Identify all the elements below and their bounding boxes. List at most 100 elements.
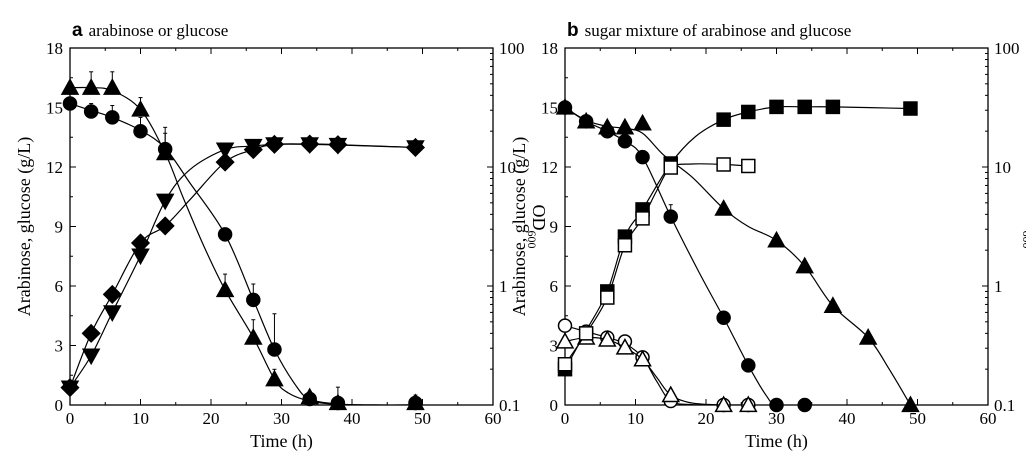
- plot-frame: [69, 47, 494, 406]
- y2-tick-label: 10: [994, 158, 1011, 177]
- y-tick-label: 0: [55, 396, 64, 415]
- chart-panel-b: b sugar mixture of arabinose and glucose 0…: [509, 20, 1026, 452]
- data-point-triangle-down: [300, 137, 319, 154]
- y-tick-label: 3: [55, 337, 64, 356]
- series-1: [555, 97, 920, 413]
- data-point-triangle-down: [155, 193, 175, 211]
- data-point-circle: [716, 310, 731, 325]
- x-tick-label: 50: [909, 409, 926, 428]
- data-point-triangle-up: [300, 387, 319, 405]
- data-point-triangle-up: [215, 280, 235, 298]
- data-point-triangle-up: [103, 78, 122, 95]
- data-point-triangle-down: [328, 137, 348, 155]
- y-tick-label: 12: [541, 158, 558, 177]
- data-point-circle: [769, 397, 784, 413]
- panel-title: a arabinose or glucose: [72, 20, 228, 41]
- data-point-circle: [217, 227, 233, 242]
- data-point-circle: [663, 209, 678, 224]
- data-point-triangle-up: [81, 78, 101, 95]
- data-point-triangle-up: [615, 337, 635, 355]
- series-curve: [70, 143, 416, 388]
- y-tick-label: 3: [550, 337, 559, 356]
- data-point-circle: [741, 358, 756, 373]
- data-point-triangle-up: [328, 393, 348, 411]
- data-point-square: [716, 157, 731, 172]
- data-point-diamond: [215, 152, 235, 172]
- data-point-triangle-up: [858, 328, 878, 345]
- series-curve: [70, 102, 416, 405]
- x-tick-label: 40: [344, 409, 361, 428]
- y2-axis-label-sub: 600: [525, 231, 539, 249]
- data-point-square: [578, 326, 594, 341]
- y2-axis-label: OD600: [1020, 205, 1026, 249]
- series-5: [557, 157, 756, 372]
- data-point-triangle-up: [265, 369, 284, 387]
- data-point-square: [741, 104, 756, 120]
- data-point-triangle-up: [767, 230, 786, 248]
- data-point-square: [635, 211, 650, 226]
- series-0: [557, 100, 812, 413]
- series-2: [60, 134, 426, 398]
- x-axis-label: Time (h): [250, 431, 313, 452]
- data-point-triangle-up: [633, 349, 652, 367]
- y-tick-label: 15: [541, 99, 558, 118]
- data-point-circle: [62, 96, 78, 111]
- data-point-triangle-up: [598, 117, 617, 135]
- data-point-circle: [83, 104, 99, 119]
- y-tick-label: 15: [46, 99, 63, 118]
- x-tick-label: 20: [698, 409, 715, 428]
- series-curve: [565, 105, 911, 370]
- y-axis-label: Arabinose, glucose (g/L): [509, 137, 530, 316]
- data-point-square: [741, 158, 756, 174]
- panel-title: b sugar mixture of arabinose and glucose: [567, 20, 851, 41]
- data-point-triangle-up: [714, 395, 733, 413]
- y2-tick-label: 100: [994, 39, 1020, 58]
- data-point-triangle-up: [823, 296, 843, 313]
- y-tick-label: 18: [46, 39, 63, 58]
- x-tick-label: 10: [627, 409, 644, 428]
- data-point-circle: [557, 318, 573, 333]
- y2-tick-label: 0.1: [994, 396, 1015, 415]
- data-point-diamond: [102, 284, 122, 304]
- data-point-triangle-down: [60, 380, 80, 398]
- data-point-triangle-up: [60, 78, 80, 95]
- data-point-square: [903, 101, 918, 116]
- data-point-triangle-up: [155, 143, 175, 161]
- y-tick-label: 9: [550, 218, 559, 237]
- panel-letter: b: [567, 20, 579, 41]
- data-point-triangle-down: [103, 305, 122, 322]
- y-tick-label: 18: [541, 39, 558, 58]
- x-axis-label: Time (h): [745, 431, 808, 452]
- data-point-triangle-up: [739, 395, 758, 413]
- y2-tick-label: 0.1: [499, 396, 520, 415]
- data-point-triangle-up: [555, 331, 575, 349]
- y-tick-label: 6: [55, 277, 64, 296]
- data-point-triangle-down: [81, 348, 101, 366]
- data-point-triangle-up: [244, 328, 263, 345]
- data-point-diamond: [81, 323, 101, 343]
- series-0: [62, 96, 423, 411]
- data-point-square: [617, 238, 633, 253]
- data-point-circle: [797, 397, 812, 413]
- x-tick-label: 20: [203, 409, 220, 428]
- data-point-triangle-up: [598, 330, 617, 347]
- y2-axis-label-sub: 600: [1020, 231, 1026, 249]
- title-text: sugar mixture of arabinose and glucose: [585, 21, 852, 40]
- x-tick-label: 60: [980, 409, 997, 428]
- data-point-square: [716, 112, 731, 127]
- x-tick-label: 50: [414, 409, 431, 428]
- series-1: [60, 71, 425, 411]
- series-curve: [565, 163, 749, 365]
- series-curve: [565, 106, 911, 405]
- data-point-triangle-down: [131, 248, 150, 266]
- data-point-square: [797, 99, 812, 115]
- data-point-square: [825, 99, 841, 115]
- data-point-triangle-down: [265, 137, 284, 154]
- data-point-triangle-down: [406, 140, 425, 157]
- data-point-triangle-up: [131, 99, 150, 117]
- series-curve: [565, 336, 749, 405]
- data-point-triangle-up: [615, 117, 635, 135]
- y2-axis-label-main: OD: [529, 205, 549, 231]
- data-point-circle: [617, 133, 633, 149]
- x-tick-label: 0: [66, 409, 75, 428]
